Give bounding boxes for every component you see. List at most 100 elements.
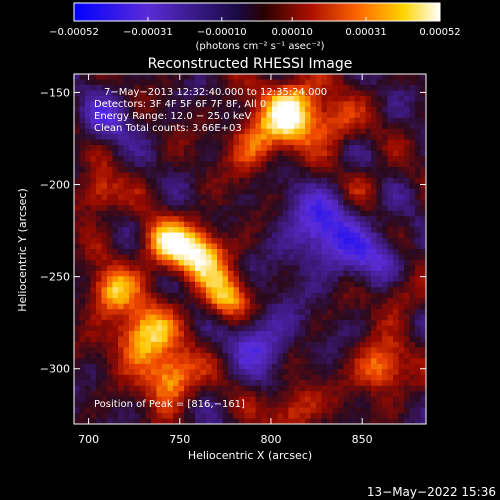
heatmap-cell: [266, 243, 273, 250]
heatmap-cell: [79, 188, 86, 195]
heatmap-cell: [283, 166, 289, 173]
heatmap-cell: [393, 150, 399, 157]
heatmap-cell: [398, 309, 405, 316]
heatmap-cell: [349, 374, 355, 381]
heatmap-cell: [74, 101, 80, 108]
heatmap-cell: [360, 172, 366, 179]
heatmap-cell: [233, 161, 240, 168]
heatmap-cell: [118, 188, 124, 195]
heatmap-cell: [250, 287, 256, 294]
heatmap-cell: [195, 166, 201, 173]
heatmap-cell: [327, 128, 333, 135]
heatmap-cell: [173, 358, 179, 365]
heatmap-cell: [162, 95, 168, 102]
heatmap-cell: [404, 292, 410, 299]
heatmap-cell: [261, 243, 267, 250]
heatmap-cell: [74, 74, 80, 80]
heatmap-cell: [101, 292, 108, 299]
heatmap-cell: [189, 205, 196, 212]
heatmap-cell: [79, 276, 86, 283]
heatmap-cell: [145, 84, 152, 91]
heatmap-cell: [211, 407, 218, 414]
heatmap-cell: [239, 123, 245, 130]
heatmap-cell: [266, 347, 273, 354]
heatmap-cell: [294, 139, 300, 146]
heatmap-cell: [239, 101, 245, 108]
heatmap-cell: [173, 210, 179, 217]
heatmap-cell: [255, 391, 262, 398]
heatmap-cell: [343, 358, 350, 365]
heatmap-cell: [327, 270, 333, 277]
heatmap-cell: [244, 145, 251, 151]
heatmap-cell: [85, 292, 91, 299]
heatmap-cell: [156, 150, 163, 157]
heatmap-cell: [382, 156, 388, 162]
heatmap-cell: [107, 227, 113, 233]
heatmap-cell: [162, 210, 168, 217]
heatmap-cell: [134, 380, 141, 387]
heatmap-cell: [173, 139, 179, 146]
heatmap-cell: [195, 112, 201, 119]
heatmap-cell: [250, 221, 256, 228]
heatmap-cell: [79, 309, 86, 316]
heatmap-cell: [310, 287, 317, 294]
heatmap-cell: [382, 106, 388, 113]
heatmap-cell: [90, 123, 97, 130]
heatmap-cell: [123, 199, 130, 206]
heatmap-cell: [387, 177, 394, 184]
heatmap-cell: [415, 259, 421, 266]
heatmap-cell: [90, 205, 97, 212]
heatmap-cell: [415, 418, 421, 425]
heatmap-cell: [261, 298, 267, 305]
heatmap-cell: [112, 325, 119, 332]
heatmap-cell: [305, 363, 311, 370]
heatmap-cell: [90, 194, 97, 201]
heatmap-cell: [233, 101, 240, 108]
heatmap-cell: [272, 407, 278, 414]
heatmap-cell: [195, 363, 201, 370]
heatmap-cell: [250, 298, 256, 305]
heatmap-cell: [173, 254, 179, 261]
heatmap-cell: [354, 156, 361, 162]
heatmap-cell: [261, 172, 267, 179]
heatmap-cell: [266, 123, 273, 130]
heatmap-cell: [129, 134, 135, 141]
heatmap-cell: [420, 331, 427, 337]
heatmap-cell: [420, 106, 427, 113]
heatmap-cell: [321, 123, 328, 130]
heatmap-cell: [200, 303, 207, 310]
heatmap-cell: [299, 391, 306, 398]
heatmap-cell: [145, 183, 152, 190]
heatmap-cell: [162, 123, 168, 130]
heatmap-cell: [85, 402, 91, 408]
heatmap-cell: [327, 243, 333, 250]
heatmap-cell: [134, 205, 141, 212]
heatmap-cell: [79, 396, 86, 403]
heatmap-cell: [228, 232, 234, 239]
heatmap-cell: [123, 139, 130, 146]
heatmap-cell: [288, 325, 295, 332]
heatmap-cell: [250, 331, 256, 337]
heatmap-cell: [277, 320, 284, 326]
heatmap-cell: [294, 249, 300, 255]
heatmap-cell: [354, 74, 361, 80]
heatmap-cell: [162, 402, 168, 408]
heatmap-cell: [222, 396, 229, 403]
heatmap-cell: [332, 166, 339, 173]
heatmap-cell: [382, 112, 388, 119]
heatmap-cell: [112, 150, 119, 157]
heatmap-cell: [382, 314, 388, 321]
heatmap-cell: [305, 380, 311, 387]
heatmap-cell: [354, 402, 361, 408]
heatmap-cell: [250, 243, 256, 250]
heatmap-cell: [376, 227, 383, 233]
heatmap-cell: [420, 369, 427, 376]
heatmap-cell: [387, 139, 394, 146]
heatmap-cell: [79, 385, 86, 392]
heatmap-cell: [255, 216, 262, 223]
heatmap-cell: [107, 74, 113, 80]
heatmap-cell: [211, 188, 218, 195]
heatmap-cell: [123, 292, 130, 299]
heatmap-cell: [123, 347, 130, 354]
heatmap-cell: [409, 188, 416, 195]
